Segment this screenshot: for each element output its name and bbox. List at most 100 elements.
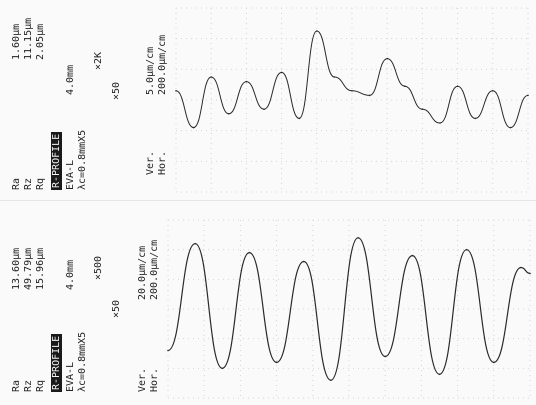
p2-vmag-wrap: ×50 bbox=[111, 299, 122, 318]
trace-point bbox=[474, 117, 477, 120]
trace-point bbox=[221, 367, 224, 370]
p1-scale-hor: 200.0μm/cm bbox=[157, 34, 168, 95]
p1-vmag-wrap: ×50 bbox=[111, 81, 122, 100]
grid-panel-2 bbox=[167, 219, 531, 399]
trace-point bbox=[351, 90, 353, 92]
trace-point bbox=[492, 90, 494, 92]
p2-rq-label: Rq bbox=[35, 379, 46, 392]
trace-point bbox=[330, 379, 332, 382]
trace-point bbox=[167, 349, 169, 352]
p1-rq-value-wrap: 2.05μm bbox=[35, 23, 46, 60]
p1-rz-value-wrap: 11.15μm bbox=[23, 17, 34, 60]
trace-point bbox=[384, 355, 387, 358]
p2-ra-wrap: Ra bbox=[11, 379, 22, 392]
p1-sv-wrap: 5.0μm/cm bbox=[145, 46, 156, 95]
trace-point bbox=[404, 85, 406, 87]
trace-point bbox=[263, 108, 265, 110]
trace-point bbox=[520, 266, 522, 269]
p2-vmag: ×50 bbox=[111, 299, 122, 318]
p1-cutoff-wrap: λc=0.8mmX5 bbox=[77, 129, 88, 190]
panel1-label-col1c: Rq bbox=[35, 177, 46, 190]
trace-point bbox=[175, 90, 177, 92]
p1-rq-label: Rq bbox=[35, 177, 46, 190]
trace-point bbox=[438, 373, 441, 376]
trace-point bbox=[280, 71, 283, 74]
p1-eva-value: 4.0mm bbox=[65, 64, 76, 95]
p1-rz-value: 11.15μm bbox=[23, 17, 34, 60]
p1-hor-wrap: Hor. bbox=[157, 150, 168, 175]
panel-divider bbox=[0, 200, 536, 201]
trace-point bbox=[411, 254, 414, 257]
p1-ra-value: 1.60μm bbox=[11, 23, 22, 60]
p2-title-wrap: R-PROFILE bbox=[51, 333, 62, 392]
p1-hmag: ×2K bbox=[93, 51, 104, 70]
trace-point bbox=[194, 242, 196, 245]
p1-ra-label: Ra bbox=[11, 177, 22, 190]
trace-point bbox=[368, 94, 371, 97]
p1-eva-wrap: EVA-L bbox=[65, 159, 76, 190]
p1-hor-label: Hor. bbox=[157, 150, 168, 175]
p2-ver-label: Ver. bbox=[137, 367, 148, 392]
trace-point bbox=[245, 80, 248, 83]
p2-ra-label: Ra bbox=[11, 379, 22, 392]
trace-point bbox=[439, 122, 441, 124]
trace-point bbox=[527, 94, 529, 97]
trace-point bbox=[333, 76, 336, 78]
trace-point bbox=[303, 260, 305, 263]
p2-hmag: ×500 bbox=[93, 255, 104, 280]
p2-eva-wrap: EVA-L bbox=[65, 361, 76, 392]
p2-hmag-wrap: ×500 bbox=[93, 255, 104, 280]
p1-title: R-PROFILE bbox=[51, 131, 62, 190]
p2-eva: EVA-L bbox=[65, 361, 76, 392]
p1-sh-wrap: 200.0μm/cm bbox=[157, 34, 168, 95]
p2-scale-ver: 20.0μm/cm bbox=[137, 245, 148, 300]
p2-ver-wrap: Ver. bbox=[137, 367, 148, 392]
p2-cutoff-wrap: λc=0.8mmX5 bbox=[77, 331, 88, 392]
trace-point bbox=[509, 126, 512, 129]
trace-point bbox=[298, 117, 301, 120]
p1-hmag-wrap: ×2K bbox=[93, 51, 104, 70]
trace-point bbox=[529, 272, 531, 275]
p1-vmag: ×50 bbox=[111, 81, 122, 100]
trace-point bbox=[192, 126, 195, 129]
p2-rz-value: 49.79μm bbox=[23, 247, 34, 290]
p1-rq-value: 2.05μm bbox=[35, 23, 46, 60]
trace-point bbox=[493, 361, 495, 364]
trace-point bbox=[386, 57, 389, 60]
p2-rq-value-wrap: 15.96μm bbox=[35, 247, 46, 290]
p2-hor-label: Hor. bbox=[149, 367, 160, 392]
p2-rz-value-wrap: 49.79μm bbox=[23, 247, 34, 290]
p2-hor-wrap: Hor. bbox=[149, 367, 160, 392]
p2-title: R-PROFILE bbox=[51, 333, 62, 392]
trace-point bbox=[421, 108, 424, 110]
p1-eva: EVA-L bbox=[65, 159, 76, 190]
panel1-label-col1b: Rz bbox=[23, 177, 34, 190]
p1-cutoff: λc=0.8mmX5 bbox=[77, 129, 88, 190]
p1-rz-label: Rz bbox=[23, 177, 34, 190]
p2-ra-value-wrap: 13.60μm bbox=[11, 248, 22, 290]
profile-trace-1 bbox=[175, 30, 529, 129]
p1-ra-value-wrap: 1.60μm bbox=[11, 23, 22, 60]
trace-point bbox=[228, 113, 230, 115]
p2-rz-label: Rz bbox=[23, 379, 34, 392]
trace-point bbox=[465, 248, 468, 251]
p2-rq-wrap: Rq bbox=[35, 379, 46, 392]
trace-point bbox=[357, 237, 359, 239]
profile-trace-2 bbox=[167, 237, 531, 381]
p1-evaval-wrap: 4.0mm bbox=[65, 64, 76, 95]
grid-panel-1 bbox=[175, 7, 529, 193]
trace-point bbox=[275, 361, 278, 364]
p2-cutoff: λc=0.8mmX5 bbox=[77, 331, 88, 392]
p2-rq-value: 15.96μm bbox=[35, 247, 46, 290]
p2-evaval-wrap: 4.0mm bbox=[65, 259, 76, 290]
p2-sh-wrap: 200.0μm/cm bbox=[149, 239, 160, 300]
p2-sv-wrap: 20.0μm/cm bbox=[137, 245, 148, 300]
trace-point bbox=[248, 251, 251, 254]
p1-scale-ver: 5.0μm/cm bbox=[145, 46, 156, 95]
p2-scale-hor: 200.0μm/cm bbox=[149, 239, 160, 300]
p2-eva-value: 4.0mm bbox=[65, 259, 76, 290]
p2-rz-wrap: Rz bbox=[23, 379, 34, 392]
panel1-label-col1: Ra bbox=[11, 177, 22, 190]
